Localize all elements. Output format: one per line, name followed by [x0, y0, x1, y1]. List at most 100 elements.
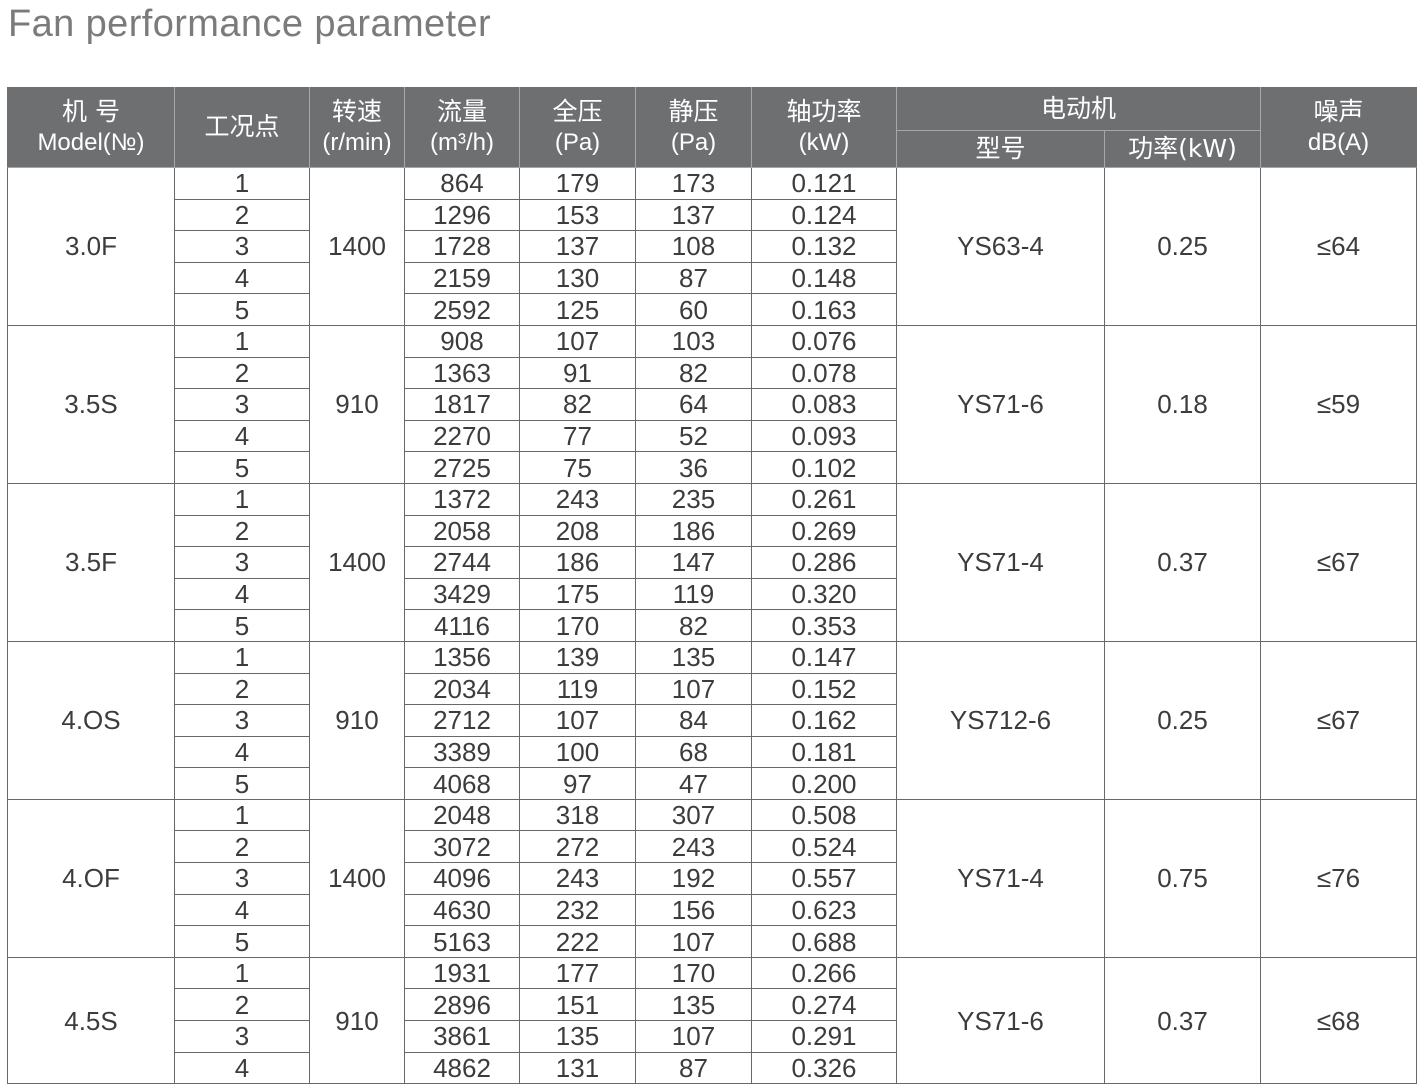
static-pressure-cell: 243: [636, 831, 752, 864]
table-row: 5 2592 125 60 0.163: [7, 294, 1417, 326]
operating-point-cell: 5: [175, 926, 310, 958]
shaft-power-cell: 0.200: [752, 768, 897, 800]
shaft-power-cell: 0.162: [752, 705, 897, 737]
shaft-power-cell: 0.152: [752, 673, 897, 706]
shaft-power-cell: 0.524: [752, 831, 897, 864]
total-pressure-cell: 77: [520, 420, 636, 453]
operating-point-cell: 2: [175, 199, 310, 232]
shaft-power-cell: 0.269: [752, 515, 897, 548]
operating-point-cell: 1: [175, 483, 310, 516]
model-cell: 4.OF: [7, 799, 175, 958]
motor-model-cell: YS71-4: [897, 799, 1105, 958]
total-pressure-cell: 82: [520, 389, 636, 421]
total-pressure-cell: 107: [520, 325, 636, 358]
shaft-power-cell: 0.102: [752, 452, 897, 484]
flow-cell: 3429: [405, 578, 520, 611]
flow-cell: 2034: [405, 673, 520, 706]
static-pressure-cell: 107: [636, 1021, 752, 1053]
shaft-power-cell: 0.181: [752, 736, 897, 769]
model-cell: 3.5F: [7, 483, 175, 642]
noise-cell: ≤68: [1261, 957, 1418, 1085]
table-row: 5 4068 97 47 0.200: [7, 768, 1417, 800]
flow-cell: 3389: [405, 736, 520, 769]
header-speed-unit: (r/min): [322, 129, 392, 156]
header-flow: 流量 (m³/h): [405, 87, 520, 168]
header-speed-label: 转速: [331, 97, 382, 126]
flow-cell: 2712: [405, 705, 520, 737]
speed-cell: 1400: [310, 799, 405, 958]
table-row: 4 2270 77 52 0.093: [7, 420, 1417, 453]
table-row: 4 3429 175 119 0.320: [7, 578, 1417, 611]
motor-model-cell: YS71-4: [897, 483, 1105, 642]
header-static-pressure-label: 静压: [668, 97, 719, 126]
shaft-power-cell: 0.508: [752, 799, 897, 832]
total-pressure-cell: 318: [520, 799, 636, 832]
operating-point-cell: 3: [175, 231, 310, 263]
header-model: 机 号 Model(№): [7, 87, 175, 168]
operating-point-cell: 1: [175, 325, 310, 358]
model-cell: 3.0F: [7, 168, 175, 326]
table-row: 4 3389 100 68 0.181: [7, 736, 1417, 769]
operating-point-cell: 1: [175, 957, 310, 990]
model-cell: 3.5S: [7, 325, 175, 484]
table-row: 3 2744 186 147 0.286: [7, 547, 1417, 579]
total-pressure-cell: 208: [520, 515, 636, 548]
total-pressure-cell: 177: [520, 957, 636, 990]
operating-point-cell: 5: [175, 768, 310, 800]
shaft-power-cell: 0.261: [752, 483, 897, 516]
header-row: 机 号 Model(№) 工况点 转速 (r/min) 流量 (m³/h) 全压…: [7, 87, 1418, 168]
shaft-power-cell: 0.266: [752, 957, 897, 990]
shaft-power-cell: 0.557: [752, 863, 897, 895]
table-row: 3 3861 135 107 0.291: [7, 1021, 1417, 1053]
header-operating-point-label: 工况点: [204, 112, 280, 141]
flow-cell: 1728: [405, 231, 520, 263]
static-pressure-cell: 173: [636, 168, 752, 200]
header-total-pressure-label: 全压: [552, 97, 603, 126]
shaft-power-cell: 0.121: [752, 168, 897, 200]
motor-power-cell: 0.25: [1105, 641, 1262, 800]
shaft-power-cell: 0.286: [752, 547, 897, 579]
table-row: 4 4630 232 156 0.623: [7, 894, 1417, 927]
motor-power-cell: 0.37: [1105, 483, 1262, 642]
header-flow-label: 流量: [436, 97, 487, 126]
noise-cell: ≤64: [1261, 168, 1418, 326]
header-shaft-power: 轴功率 (kW): [752, 87, 897, 168]
static-pressure-cell: 68: [636, 736, 752, 769]
header-motor-model: 型号: [897, 131, 1105, 168]
total-pressure-cell: 91: [520, 357, 636, 390]
static-pressure-cell: 192: [636, 863, 752, 895]
motor-power-cell: 0.18: [1105, 325, 1262, 484]
header-motor-label: 电动机: [1041, 93, 1117, 123]
shaft-power-cell: 0.132: [752, 231, 897, 263]
static-pressure-cell: 147: [636, 547, 752, 579]
operating-point-cell: 5: [175, 610, 310, 642]
flow-cell: 2744: [405, 547, 520, 579]
static-pressure-cell: 52: [636, 420, 752, 453]
table-header: 机 号 Model(№) 工况点 转速 (r/min) 流量 (m³/h) 全压…: [7, 87, 1418, 168]
header-shaft-power-label: 轴功率: [786, 97, 862, 126]
speed-cell: 910: [310, 957, 405, 1085]
model-cell: 4.5S: [7, 957, 175, 1085]
static-pressure-cell: 82: [636, 357, 752, 390]
static-pressure-cell: 108: [636, 231, 752, 263]
speed-cell: 910: [310, 325, 405, 484]
total-pressure-cell: 175: [520, 578, 636, 611]
flow-cell: 4116: [405, 610, 520, 642]
static-pressure-cell: 36: [636, 452, 752, 484]
shaft-power-cell: 0.147: [752, 641, 897, 674]
header-total-pressure-unit: (Pa): [554, 129, 601, 156]
motor-model-cell: YS71-6: [897, 957, 1105, 1085]
table-row: 3 2712 107 84 0.162: [7, 705, 1417, 737]
table-row: 4.OS 1 910 1356 139 135 0.147 YS712-6 0.25 ≤67: [7, 641, 1418, 800]
static-pressure-cell: 64: [636, 389, 752, 421]
header-noise-unit: dB(A): [1307, 129, 1370, 156]
table-body: 3.0F 1 1400 864 179 173 0.121 YS63-4 0.25 ≤64 2 129…: [7, 168, 1418, 1085]
motor-power-cell: 0.37: [1105, 957, 1262, 1085]
table-row: 3 1817 82 64 0.083: [7, 389, 1417, 421]
table-row: 4 4862 131 87 0.326: [7, 1052, 1417, 1085]
shaft-power-cell: 0.148: [752, 262, 897, 295]
flow-cell: 2592: [405, 294, 520, 326]
flow-cell: 1363: [405, 357, 520, 390]
total-pressure-cell: 135: [520, 1021, 636, 1053]
model-cell: 4.OS: [7, 641, 175, 800]
